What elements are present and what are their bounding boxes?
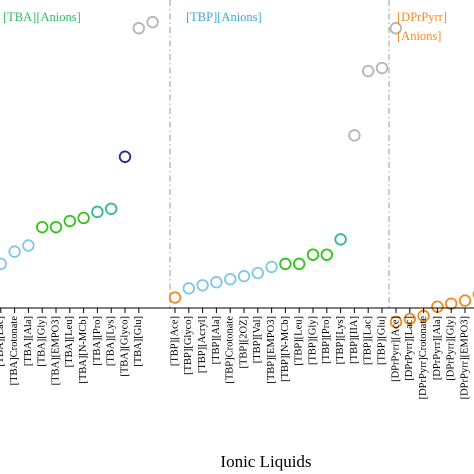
data-point xyxy=(362,64,375,78)
data-point xyxy=(223,272,237,286)
x-axis-title: Ionic Liquids xyxy=(220,452,311,471)
x-tick-label: [TBA][Gly] xyxy=(37,316,48,367)
x-tick-label: [TBP]Crotonate xyxy=(225,316,236,384)
data-point xyxy=(146,15,159,29)
x-tick-label: [TBP][Ace] xyxy=(169,316,180,366)
x-tick-label: [TBP][Acryl] xyxy=(197,316,208,373)
group-label: [Anions] xyxy=(397,29,441,43)
x-tick-label: [TBP][IIA] xyxy=(349,316,360,364)
x-tick-label: [TBA][Glu] xyxy=(133,316,144,367)
x-tick-label: [TBA][Pro] xyxy=(92,316,103,366)
x-tick-label: [TBP][2OZ] xyxy=(238,316,249,369)
data-point xyxy=(265,260,278,274)
x-tick-label: [DPrPyrr][Ace] xyxy=(390,316,401,382)
x-tick-label: [TBP][Val] xyxy=(252,316,263,363)
data-point xyxy=(389,22,403,35)
data-point xyxy=(63,214,77,228)
x-tick-label: [TBP][N-MCb] xyxy=(280,316,291,382)
data-point xyxy=(458,294,472,307)
data-point xyxy=(22,239,35,252)
data-point xyxy=(320,248,334,261)
data-point xyxy=(237,269,251,283)
group-label: [TBA][Anions] xyxy=(3,10,81,24)
data-point xyxy=(293,257,306,271)
data-point xyxy=(36,220,49,234)
data-point xyxy=(210,276,223,289)
x-tick-label: [DPrPyrr][EMPO3] xyxy=(459,316,470,399)
x-tick-label: [DPrPyrr]Crotonate xyxy=(418,316,429,400)
data-point xyxy=(389,315,403,329)
x-tick-label: [TBA][Glyco] xyxy=(119,316,130,377)
x-tick-label: [TBA][Lac] xyxy=(0,316,6,367)
data-point xyxy=(77,211,90,225)
data-point xyxy=(118,150,132,163)
x-tick-label: [TBA][Lys] xyxy=(106,316,117,366)
data-point xyxy=(334,233,347,246)
data-point xyxy=(375,61,389,75)
data-point xyxy=(348,129,361,142)
x-tick-label: [DPrPyrr][Gly] xyxy=(446,316,457,381)
data-point xyxy=(196,279,209,292)
data-point xyxy=(306,248,320,261)
x-tick-label: [TBA][N-MCb] xyxy=(78,316,89,384)
x-tick-label: [TBA][Leu] xyxy=(64,316,75,367)
data-point xyxy=(132,22,146,35)
data-point xyxy=(0,257,7,271)
x-tick-label: [TBP][Lys] xyxy=(335,316,346,364)
x-tick-label: [TBP][Glyco] xyxy=(183,316,194,375)
data-point xyxy=(49,220,63,234)
x-tick-label: [TBP][Glu] xyxy=(376,316,387,365)
x-tick-label: [DPrPyrr][Lac] xyxy=(404,316,415,381)
x-tick-label: [DPrPyrr][Ala] xyxy=(432,316,443,380)
x-tick-label: [TBP][Ala] xyxy=(211,316,222,364)
x-tick-label: [TBA]Crotonate xyxy=(9,316,20,386)
x-tick-label: [TBA][EMPO3] xyxy=(50,316,61,385)
data-point xyxy=(104,202,118,215)
plot-area: [TBA][Anions] [TBP][Anions] [DPrPyrr] [Anio… xyxy=(0,0,474,329)
data-point xyxy=(8,245,21,258)
tick-marks xyxy=(0,308,466,313)
x-tick-label: [TBP][Leu] xyxy=(294,316,305,366)
x-tick-label: [TBP][Gly] xyxy=(307,316,318,365)
data-point xyxy=(279,257,292,271)
x-tick-label: [TBP][EMPO3] xyxy=(266,316,277,384)
tick-labels: [TBA][Ty][TBA][Lac][TBA]Crotonate[TBA][A… xyxy=(0,316,474,400)
data-point xyxy=(251,266,264,280)
x-tick-label: [TBP][Lac] xyxy=(363,316,374,365)
x-tick-label: [TBP][Pro] xyxy=(321,316,332,364)
group-label: [DPrPyrr] xyxy=(397,10,447,24)
data-point xyxy=(403,312,417,326)
x-tick-label: [TBA][Ala] xyxy=(23,316,34,366)
data-point xyxy=(182,282,196,295)
group-label: [TBP][Anions] xyxy=(186,10,262,24)
data-point xyxy=(91,205,104,219)
data-point xyxy=(168,291,182,304)
